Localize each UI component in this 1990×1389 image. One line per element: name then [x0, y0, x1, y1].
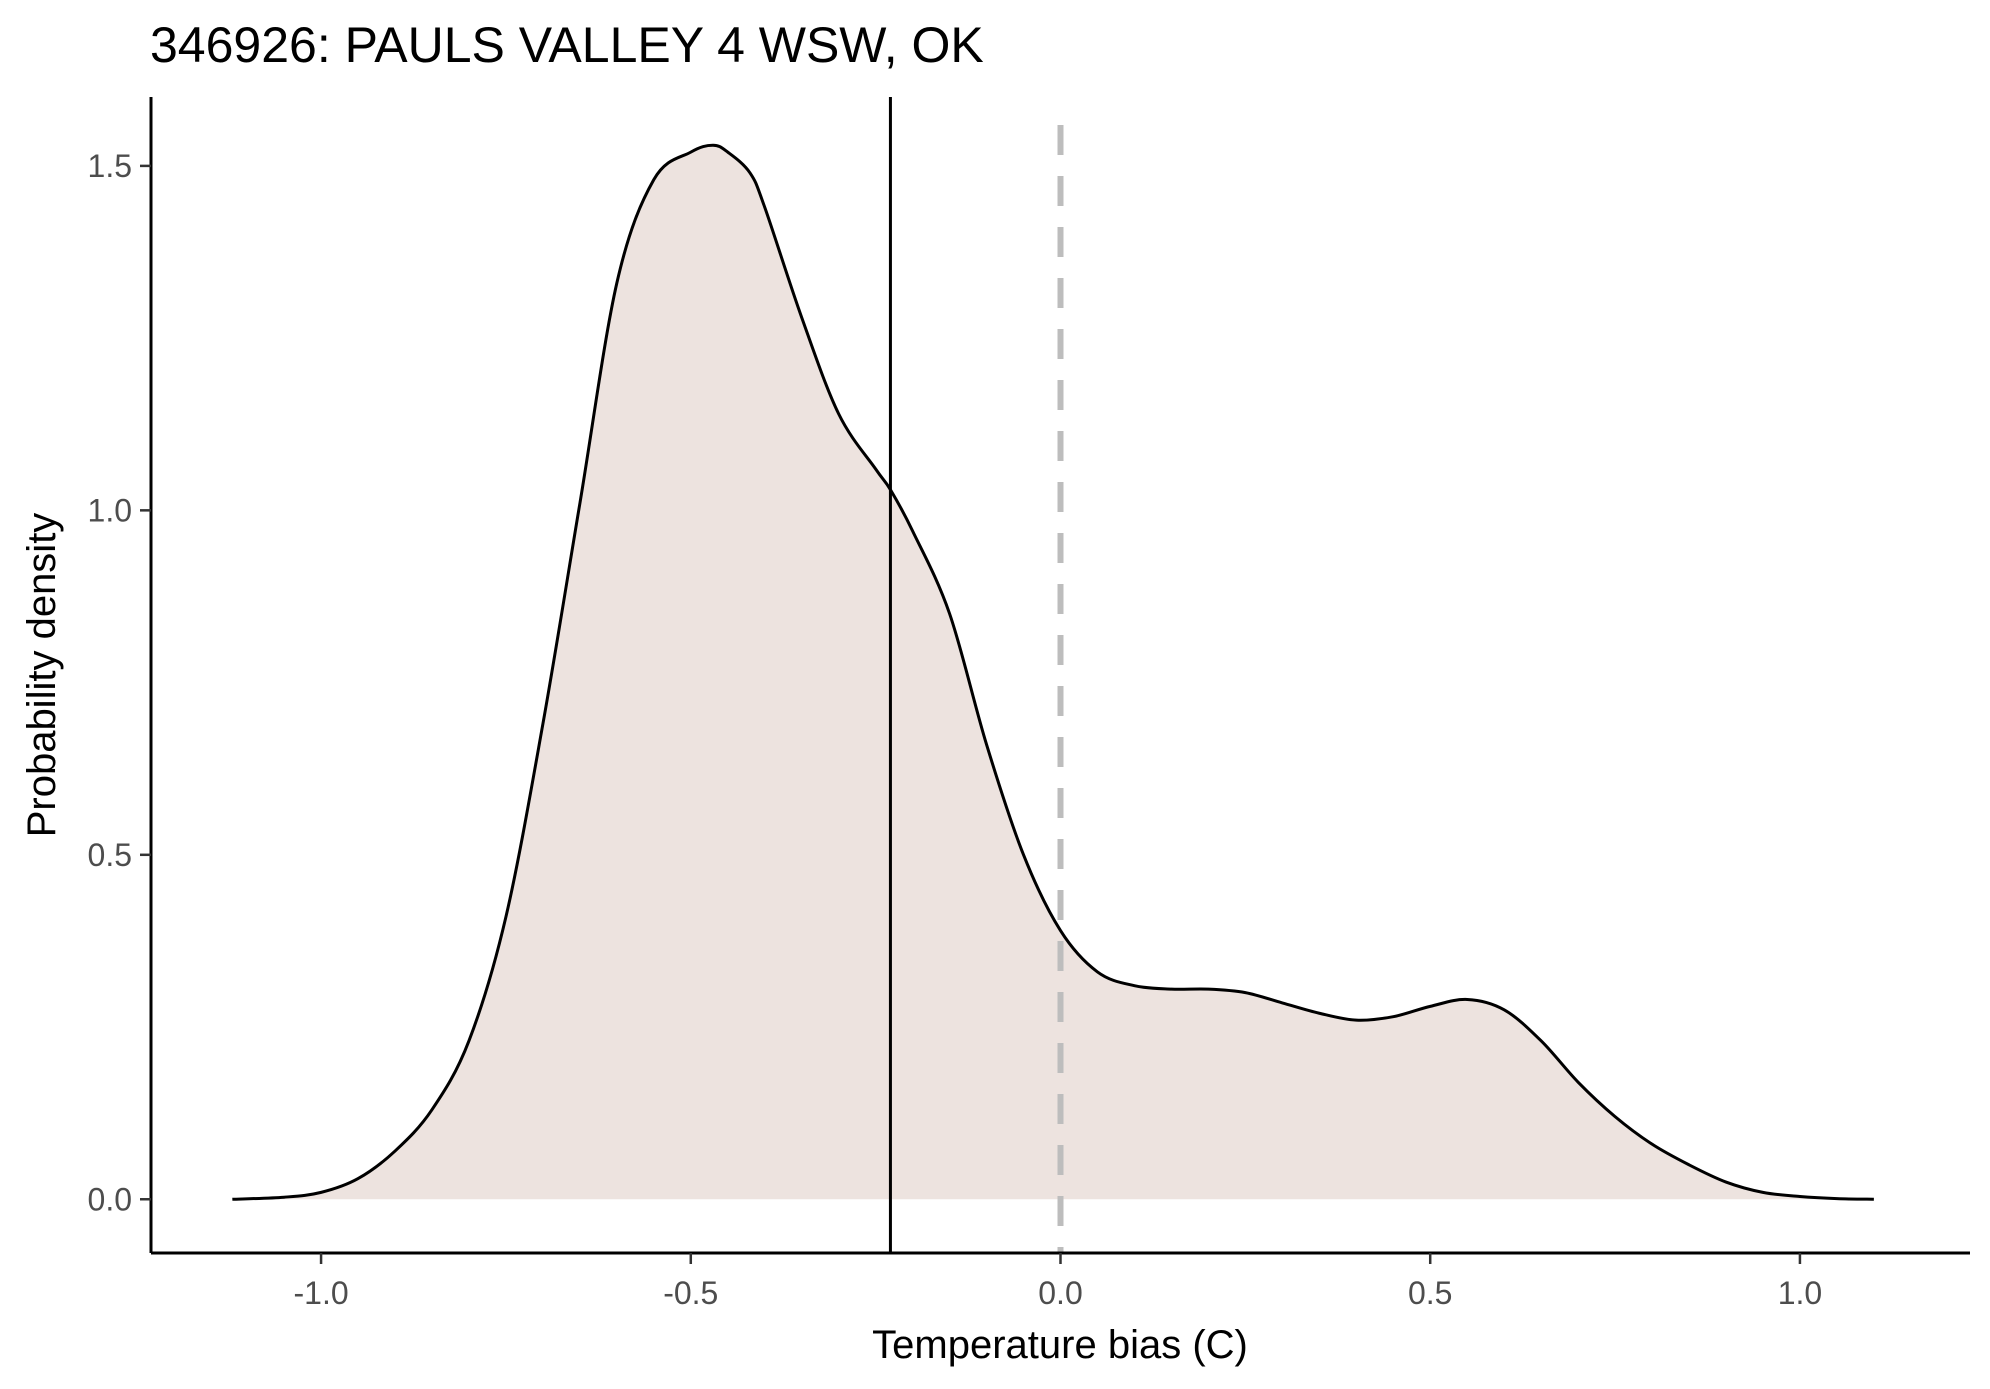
x-tick-label: 1.0 — [1778, 1275, 1822, 1311]
x-tick-label: -0.5 — [663, 1275, 718, 1311]
y-tick-label: 1.0 — [88, 492, 132, 528]
x-tick-label: 0.5 — [1408, 1275, 1452, 1311]
x-tick-label: 0.0 — [1038, 1275, 1082, 1311]
x-tick-label: -1.0 — [293, 1275, 348, 1311]
y-tick-label: 0.5 — [88, 837, 132, 873]
plot-area — [232, 97, 1874, 1253]
y-axis-ticks: 0.0 0.5 1.0 1.5 — [88, 148, 151, 1217]
x-axis-ticks: -1.0 -0.5 0.0 0.5 1.0 — [293, 1253, 1822, 1311]
y-axis-title: Probability density — [20, 513, 64, 838]
density-line — [232, 143, 1874, 1201]
chart-title: 346926: PAULS VALLEY 4 WSW, OK — [150, 17, 984, 73]
density-area — [232, 145, 1874, 1200]
x-axis-title: Temperature bias (C) — [872, 1323, 1248, 1367]
y-tick-label: 0.0 — [88, 1181, 132, 1217]
y-tick-label: 1.5 — [88, 148, 132, 184]
